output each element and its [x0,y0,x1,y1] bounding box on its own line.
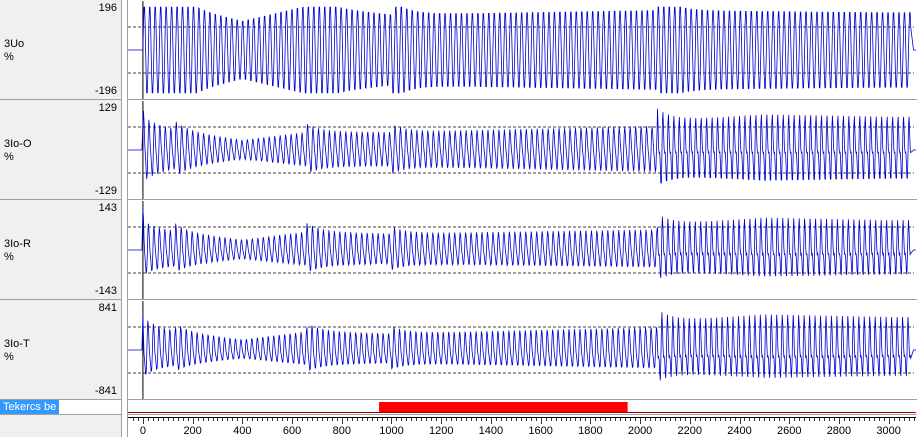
waveform-trace-3io-o [128,108,916,184]
y-min-label: -129 [94,185,117,197]
x-tick-label: 0 [140,425,146,437]
x-tick-label: 2600 [777,425,801,437]
x-tick-label: 2400 [727,425,751,437]
channel-name: 3Io-R [4,238,31,250]
channel-plot-3uo [128,1,917,100]
x-tick-label: 1200 [429,425,453,437]
digital-channel-label[interactable]: Tekercs be [0,400,121,415]
x-axis: 0 200 400 600 800 1000 1200 1400 1600 1800 2000 220… [128,417,916,437]
channel-label-panel: 196 3Uo % -196 129 3Io-O % -129 143 3Io-… [0,0,122,437]
y-max-label: 196 [98,2,117,14]
channel-plot-3io-r [128,201,917,300]
x-tick-label: 2000 [628,425,652,437]
waveform-trace-3io-t [128,312,916,381]
channel-plot-3io-o [128,101,917,200]
x-tick-label: 400 [233,425,251,437]
digital-channel-name: Tekercs be [0,400,60,414]
channel-unit: % [4,151,14,163]
channel-label-3uo[interactable]: 196 3Uo % -196 [0,0,121,100]
y-max-label: 841 [98,302,117,314]
channel-name: 3Io-O [4,138,32,150]
channel-label-3io-t[interactable]: 841 3Io-T % -841 [0,300,121,400]
channel-unit: % [4,251,14,263]
digital-on-bar [379,402,628,413]
x-tick-label: 1400 [479,425,503,437]
channel-unit: % [4,51,14,63]
x-tick-label: 200 [183,425,201,437]
x-tick-label: 600 [283,425,301,437]
y-min-label: -841 [94,385,117,397]
waveform-trace-3uo [128,6,916,94]
y-min-label: -143 [94,285,117,297]
x-tick-label: 1000 [379,425,403,437]
channel-plot-3io-t [128,301,917,400]
x-tick-label: 2200 [678,425,702,437]
x-tick-label: 2800 [827,425,851,437]
y-max-label: 129 [98,102,117,114]
channel-name: 3Uo [4,38,25,50]
x-tick-label: 1600 [528,425,552,437]
channel-label-3io-o[interactable]: 129 3Io-O % -129 [0,100,121,200]
x-tick-label: 3000 [876,425,900,437]
channel-label-3io-r[interactable]: 143 3Io-R % -143 [0,200,121,300]
x-tick-label: 800 [333,425,351,437]
digital-channel-plot [128,402,917,415]
channel-name: 3Io-T [4,338,30,350]
x-tick-label: 1800 [578,425,602,437]
waveform-trace-3io-r [128,209,916,279]
channel-unit: % [4,351,14,363]
y-max-label: 143 [98,202,117,214]
y-min-label: -196 [94,85,117,97]
